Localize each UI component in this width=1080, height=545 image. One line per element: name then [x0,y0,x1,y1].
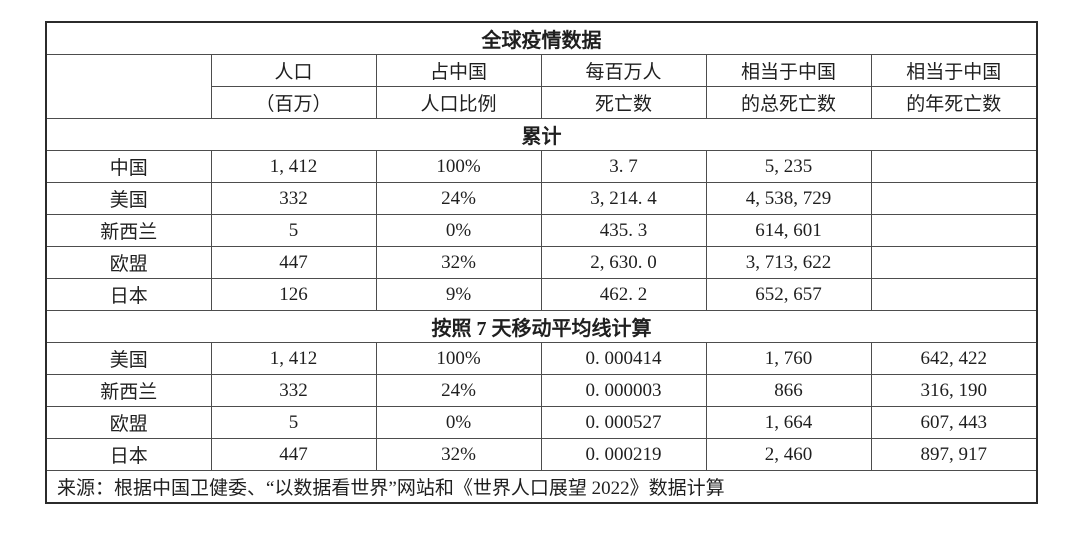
col-header-deaths-per-million-line2: 死亡数 [540,86,707,119]
data-cell: 5, 235 [705,150,872,183]
data-cell: 642, 422 [870,342,1038,375]
row-label: 新西兰 [45,374,212,407]
data-cell: 3. 7 [540,150,707,183]
source-note: 来源：根据中国卫健委、“以数据看世界”网站和《世界人口展望 2022》数据计算 [45,470,1038,504]
data-cell: 447 [210,438,377,471]
data-cell: 3, 713, 622 [705,246,872,279]
data-cell: 1, 760 [705,342,872,375]
data-cell: 1, 664 [705,406,872,439]
data-cell: 0% [375,214,542,247]
data-cell: 0. 000414 [540,342,707,375]
table-row: 中国 1, 412 100% 3. 7 5, 235 [45,150,1038,183]
table-row: 日本 126 9% 462. 2 652, 657 [45,278,1038,311]
global-epidemic-table: 全球疫情数据 人口 占中国 每百万人 相当于中国 相当于中国 （百万） 人口比例… [45,21,1039,504]
data-cell: 100% [375,342,542,375]
col-header-share-of-china-line1: 占中国 [375,54,542,87]
data-cell [870,150,1038,183]
col-header-population-line1: 人口 [210,54,377,87]
row-label: 新西兰 [45,214,212,247]
data-cell: 5 [210,214,377,247]
data-cell: 24% [375,182,542,215]
col-header-china-equivalent-total-line2: 的总死亡数 [705,86,872,119]
col-header-china-equivalent-annual-line1: 相当于中国 [870,54,1038,87]
data-cell: 0. 000527 [540,406,707,439]
data-cell: 607, 443 [870,406,1038,439]
data-cell: 32% [375,438,542,471]
table-row: 新西兰 5 0% 435. 3 614, 601 [45,214,1038,247]
table-row: 欧盟 447 32% 2, 630. 0 3, 713, 622 [45,246,1038,279]
data-cell: 9% [375,278,542,311]
data-cell: 5 [210,406,377,439]
data-cell: 100% [375,150,542,183]
row-label: 美国 [45,182,212,215]
data-cell: 866 [705,374,872,407]
data-cell: 126 [210,278,377,311]
title-row: 全球疫情数据 [45,21,1038,55]
data-cell: 24% [375,374,542,407]
col-header-share-of-china-line2: 人口比例 [375,86,542,119]
data-cell: 332 [210,374,377,407]
table-row: 美国 1, 412 100% 0. 000414 1, 760 642, 422 [45,342,1038,375]
data-cell [870,278,1038,311]
data-cell: 1, 412 [210,150,377,183]
table-title: 全球疫情数据 [45,21,1038,55]
table-row: 美国 332 24% 3, 214. 4 4, 538, 729 [45,182,1038,215]
col-header-china-equivalent-total-line1: 相当于中国 [705,54,872,87]
data-cell: 447 [210,246,377,279]
data-cell: 0% [375,406,542,439]
section-label-7day-average: 按照 7 天移动平均线计算 [45,310,1038,343]
data-cell: 0. 000003 [540,374,707,407]
table-row: 新西兰 332 24% 0. 000003 866 316, 190 [45,374,1038,407]
data-cell: 4, 538, 729 [705,182,872,215]
data-cell: 652, 657 [705,278,872,311]
corner-header-cell [45,54,212,119]
row-label: 中国 [45,150,212,183]
col-header-deaths-per-million-line1: 每百万人 [540,54,707,87]
data-cell: 462. 2 [540,278,707,311]
source-row: 来源：根据中国卫健委、“以数据看世界”网站和《世界人口展望 2022》数据计算 [45,470,1038,504]
table-row: 欧盟 5 0% 0. 000527 1, 664 607, 443 [45,406,1038,439]
data-cell: 332 [210,182,377,215]
data-cell: 2, 630. 0 [540,246,707,279]
row-label: 日本 [45,438,212,471]
data-cell [870,182,1038,215]
row-label: 欧盟 [45,246,212,279]
section-label-cumulative: 累计 [45,118,1038,151]
section-header-7day-average: 按照 7 天移动平均线计算 [45,310,1038,343]
data-cell: 1, 412 [210,342,377,375]
row-label: 日本 [45,278,212,311]
data-cell: 2, 460 [705,438,872,471]
data-cell: 614, 601 [705,214,872,247]
col-header-china-equivalent-annual-line2: 的年死亡数 [870,86,1038,119]
data-cell: 0. 000219 [540,438,707,471]
data-cell: 316, 190 [870,374,1038,407]
row-label: 美国 [45,342,212,375]
data-cell: 32% [375,246,542,279]
data-cell [870,214,1038,247]
header-row-1: 人口 占中国 每百万人 相当于中国 相当于中国 [45,54,1038,119]
table-row: 日本 447 32% 0. 000219 2, 460 897, 917 [45,438,1038,471]
data-cell: 897, 917 [870,438,1038,471]
header-row-2: （百万） 人口比例 死亡数 的总死亡数 的年死亡数 [46,86,1038,119]
section-header-cumulative: 累计 [45,118,1038,151]
col-header-population-line2: （百万） [210,86,377,119]
data-cell: 3, 214. 4 [540,182,707,215]
row-label: 欧盟 [45,406,212,439]
data-cell: 435. 3 [540,214,707,247]
data-cell [870,246,1038,279]
